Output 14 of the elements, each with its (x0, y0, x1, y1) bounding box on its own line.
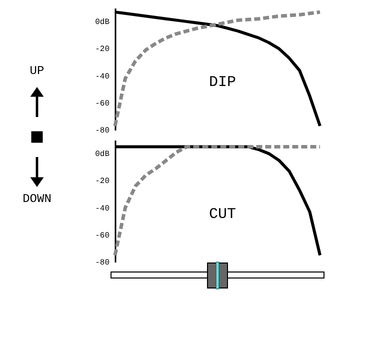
y-tick-label: -40 (95, 204, 110, 214)
annotation: DIP (208, 74, 236, 92)
annotation: CUT (208, 206, 236, 224)
y-tick-label: 0dB (95, 18, 110, 28)
y-tick-label: -60 (95, 99, 110, 108)
y-tick-label: 0dB (95, 150, 110, 160)
y-tick-label: -80 (95, 126, 110, 136)
y-tick-label: -60 (95, 231, 110, 240)
y-tick-label: -20 (95, 177, 110, 186)
text: UP (30, 64, 44, 78)
y-tick-label: -20 (95, 45, 110, 54)
text: DOWN (22, 192, 52, 206)
y-tick-label: -40 (95, 72, 110, 82)
y-tick-label: -80 (95, 258, 110, 268)
